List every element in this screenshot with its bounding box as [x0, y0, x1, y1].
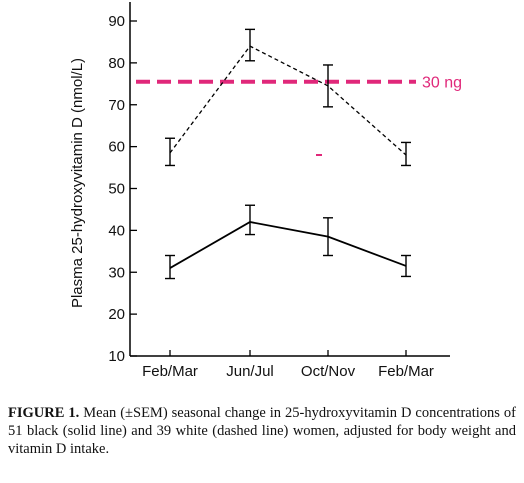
y-tick-label: 30 — [108, 264, 125, 281]
series-line-dashed — [169, 45, 407, 156]
series-line-solid — [169, 221, 407, 269]
y-tick-label: 80 — [108, 55, 125, 72]
chart-axes — [129, 2, 450, 357]
y-tick-label: 40 — [108, 222, 125, 239]
x-ticks: Feb/Mar Jun/Jul Oct/Nov Feb/Mar — [142, 350, 434, 380]
chart: 10 20 30 40 50 60 70 80 90 Feb/Mar Jun/Jul Oct/Nov… — [69, 2, 462, 380]
stray-mark — [316, 154, 322, 156]
series-group — [165, 28, 411, 280]
y-tick-label: 20 — [108, 306, 125, 323]
y-tick-label: 10 — [108, 348, 125, 365]
reference-line-group: 30 ng — [136, 75, 462, 92]
y-axis-label: Plasma 25-hydroxyvitamin D (nmol/L) — [69, 58, 86, 308]
reference-line-label: 30 ng — [422, 75, 462, 92]
figure-caption-text: Mean (±SEM) seasonal change in 25-hydrox… — [8, 405, 516, 457]
x-tick-label: Feb/Mar — [142, 363, 198, 380]
y-tick-label: 60 — [108, 139, 125, 156]
y-tick-label: 90 — [108, 13, 125, 30]
y-tick-label: 50 — [108, 181, 125, 198]
x-tick-label: Oct/Nov — [301, 363, 356, 380]
y-ticks: 10 20 30 40 50 60 70 80 90 — [108, 13, 137, 365]
figure-label: FIGURE 1. — [8, 405, 80, 421]
x-tick-label: Feb/Mar — [378, 363, 434, 380]
y-tick-label: 70 — [108, 97, 125, 114]
figure-caption: FIGURE 1. Mean (±SEM) seasonal change in… — [8, 404, 516, 458]
x-tick-label: Jun/Jul — [226, 363, 274, 380]
